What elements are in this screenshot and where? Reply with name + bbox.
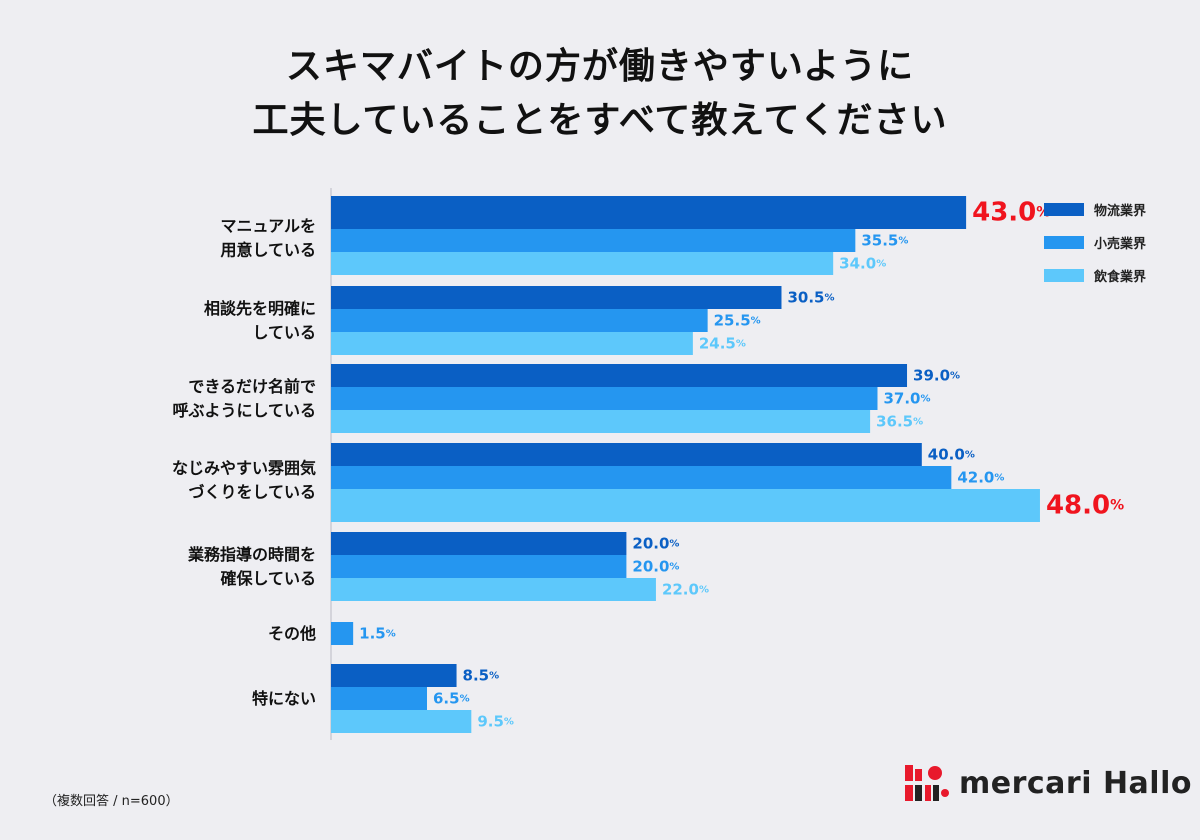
data-label-6-1: 6.5%	[433, 690, 470, 708]
legend-item-logistics: 物流業界	[1044, 193, 1146, 226]
bar-4-1	[331, 555, 627, 578]
bar-2-1	[331, 387, 878, 410]
bar-6-0	[331, 664, 457, 687]
bar-3-1	[331, 466, 952, 489]
bar-0-1	[331, 229, 856, 252]
data-label-4-2: 22.0%	[662, 581, 709, 599]
category-label-0-0: マニュアルを	[220, 217, 316, 236]
brand-name: mercari Hallo	[959, 765, 1192, 801]
data-label-3-0: 40.0%	[928, 446, 975, 464]
data-label-0-1: 35.5%	[861, 232, 908, 250]
bar-0-0	[331, 196, 967, 229]
category-label-2-0: できるだけ名前で	[188, 377, 316, 396]
data-label-6-0: 8.5%	[463, 667, 500, 685]
bar-4-0	[331, 532, 627, 555]
bar-0-2	[331, 252, 834, 275]
legend-label-retail: 小売業界	[1094, 237, 1147, 252]
legend-item-food: 飲食業界	[1044, 259, 1146, 292]
legend: 物流業界 小売業界 飲食業界	[1044, 193, 1146, 292]
category-label-6-0: 特にない	[252, 689, 316, 708]
data-label-0-0: 43.0%	[972, 198, 1050, 228]
category-label-2-1: 呼ぶようにしている	[172, 401, 316, 420]
data-label-1-2: 24.5%	[699, 335, 746, 353]
bar-2-0	[331, 364, 908, 387]
category-label-5-0: その他	[268, 624, 316, 643]
data-label-1-0: 30.5%	[787, 289, 834, 307]
category-label-1-0: 相談先を明確に	[204, 299, 316, 318]
chart-title: スキマバイトの方が働きやすいように 工夫していることをすべて教えてください	[0, 40, 1200, 148]
data-label-5-1: 1.5%	[359, 625, 396, 643]
category-label-3-1: づくりをしている	[188, 483, 316, 502]
legend-label-logistics: 物流業界	[1094, 204, 1147, 219]
bar-1-2	[331, 332, 693, 355]
data-label-0-2: 34.0%	[839, 255, 886, 273]
bar-6-2	[331, 710, 472, 733]
bar-4-2	[331, 578, 656, 601]
data-label-3-1: 42.0%	[957, 469, 1004, 487]
data-label-4-0: 20.0%	[632, 535, 679, 553]
legend-swatch-retail	[1044, 236, 1084, 249]
brand-logo: mercari Hallo	[905, 765, 1192, 801]
bar-5-1	[331, 622, 354, 645]
title-line-1: スキマバイトの方が働きやすいように	[285, 46, 915, 87]
bar-1-0	[331, 286, 782, 309]
data-label-6-2: 9.5%	[477, 713, 514, 731]
category-label-4-1: 確保している	[220, 569, 316, 588]
legend-item-retail: 小売業界	[1044, 226, 1146, 259]
bar-6-1	[331, 687, 428, 710]
data-label-2-1: 37.0%	[883, 390, 930, 408]
data-label-4-1: 20.0%	[632, 558, 679, 576]
bar-3-2	[331, 489, 1040, 522]
title-line-2: 工夫していることをすべて教えてください	[252, 100, 948, 141]
category-label-4-0: 業務指導の時間を	[187, 545, 316, 564]
footnote: （複数回答 / n=600）	[44, 794, 179, 809]
category-label-0-1: 用意している	[220, 241, 316, 260]
category-label-1-1: している	[252, 323, 316, 342]
data-label-2-2: 36.5%	[876, 413, 923, 431]
legend-swatch-logistics	[1044, 203, 1084, 216]
data-label-1-1: 25.5%	[714, 312, 761, 330]
bar-1-1	[331, 309, 708, 332]
mercari-hallo-logo-icon	[905, 765, 949, 801]
bar-3-0	[331, 443, 922, 466]
data-label-2-0: 39.0%	[913, 367, 960, 385]
legend-label-food: 飲食業界	[1094, 270, 1147, 285]
bar-2-2	[331, 410, 871, 433]
category-label-3-0: なじみやすい雰囲気	[172, 459, 316, 478]
legend-swatch-food	[1044, 269, 1084, 282]
data-label-3-2: 48.0%	[1046, 491, 1124, 521]
